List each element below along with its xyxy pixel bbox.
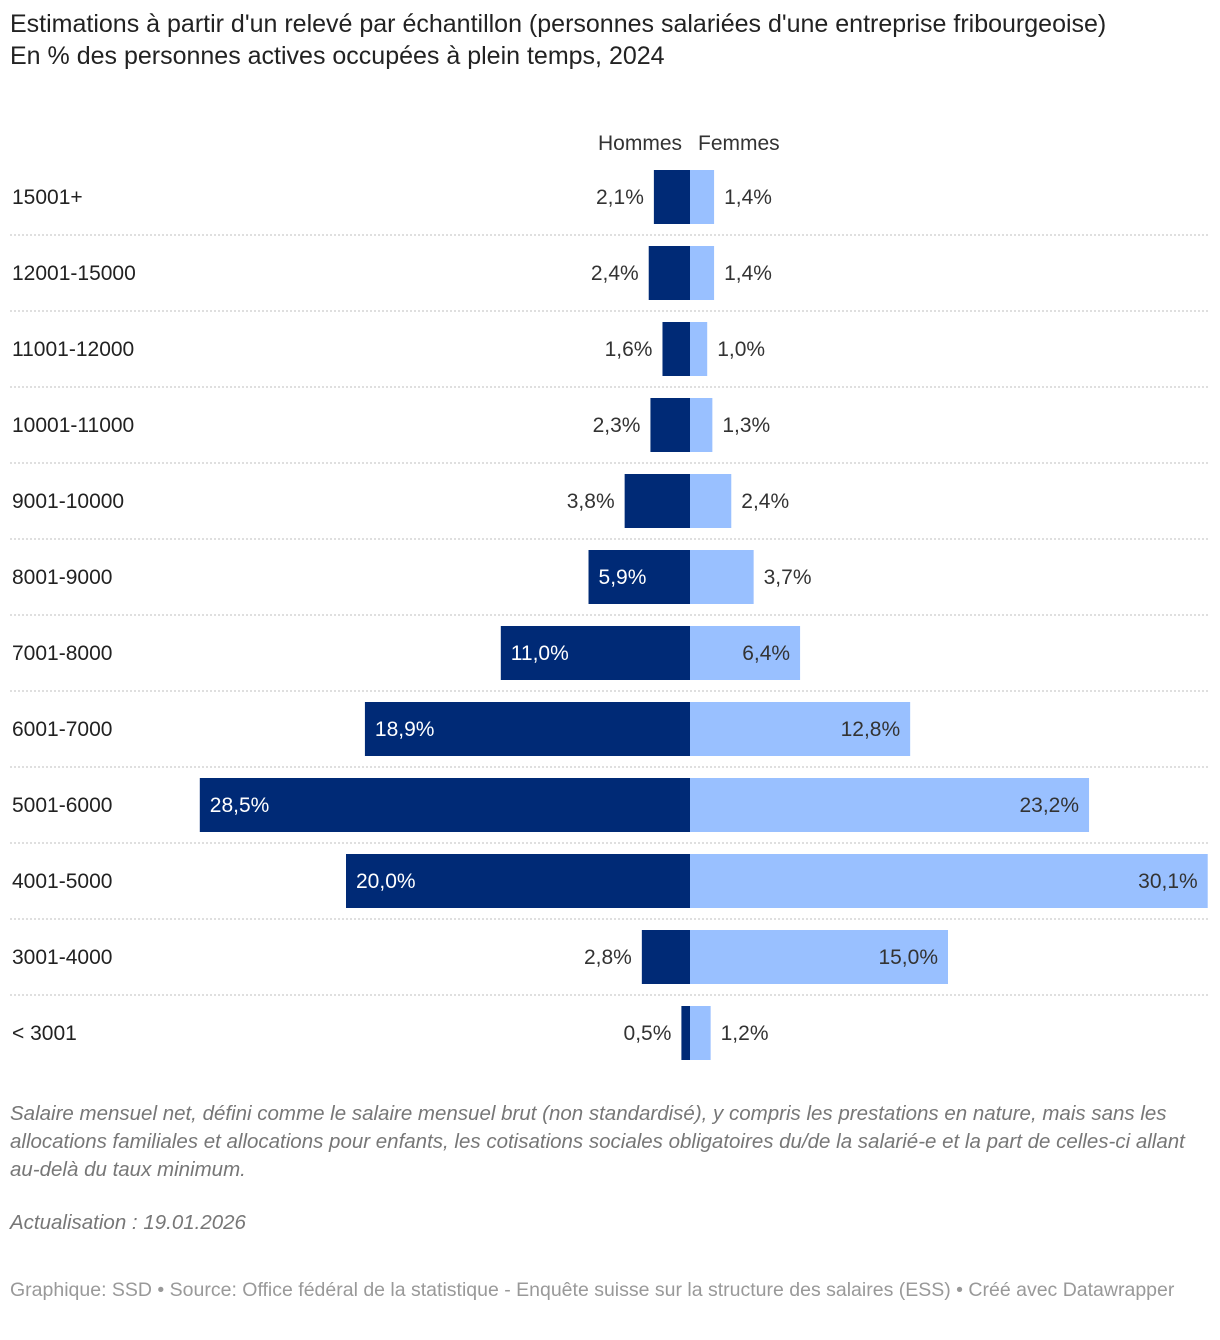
data-label-men: 20,0% <box>356 870 416 893</box>
bar-men <box>662 322 690 376</box>
bar-men <box>648 246 690 300</box>
bar-men <box>588 550 690 604</box>
data-label-men: 2,1% <box>596 186 644 209</box>
data-label-women: 6,4% <box>742 642 790 665</box>
category-label: 4001-5000 <box>12 870 112 893</box>
data-label-men: 2,8% <box>584 946 632 969</box>
chart-title: Estimations à partir d'un relevé par éch… <box>10 10 1107 38</box>
update-date: Actualisation : 19.01.2026 <box>10 1211 246 1234</box>
data-label-men: 0,5% <box>624 1022 672 1045</box>
bar-women <box>690 322 708 376</box>
bar-women <box>690 626 801 680</box>
data-label-women: 1,3% <box>722 414 770 437</box>
bar-women <box>690 398 713 452</box>
bar-men <box>681 1006 690 1060</box>
category-label: 11001-12000 <box>12 338 134 361</box>
bar-men <box>199 778 691 832</box>
bar-women <box>690 702 911 756</box>
bar-men <box>624 474 690 528</box>
data-label-men: 28,5% <box>210 794 270 817</box>
chart-legend: Hommes Femmes <box>0 130 1220 160</box>
bar-women <box>690 1006 711 1060</box>
data-label-women: 1,0% <box>717 338 765 361</box>
category-label: 9001-10000 <box>12 490 124 513</box>
bar-women <box>690 246 715 300</box>
diverging-bar-chart: 15001+ 2,1% 1,4% 12001-15000 2,4% 1,4% 11001-1… <box>10 170 1208 1060</box>
bar-women <box>690 930 948 984</box>
bar-women <box>690 474 732 528</box>
bar-women <box>690 778 1090 832</box>
chart-footer: Graphique: SSD • Source: Office fédéral … <box>10 1279 1175 1301</box>
category-label: 12001-15000 <box>12 262 136 285</box>
data-label-men: 18,9% <box>375 718 435 741</box>
category-label: 3001-4000 <box>12 946 112 969</box>
category-label: 8001-9000 <box>12 566 112 589</box>
chart-notes: Salaire mensuel net, défini comme le sal… <box>10 1102 1185 1181</box>
data-label-women: 3,7% <box>764 566 812 589</box>
data-label-men: 2,3% <box>593 414 641 437</box>
bar-women <box>690 170 715 224</box>
chart-header: Estimations à partir d'un relevé par éch… <box>10 8 1200 72</box>
bar-men <box>653 170 690 224</box>
data-label-women: 1,4% <box>724 186 772 209</box>
data-label-women: 12,8% <box>841 718 901 741</box>
data-label-men: 3,8% <box>567 490 615 513</box>
data-label-men: 2,4% <box>591 262 639 285</box>
data-label-women: 23,2% <box>1019 794 1079 817</box>
category-label: 15001+ <box>12 186 83 209</box>
data-label-men: 5,9% <box>599 566 647 589</box>
data-label-women: 1,2% <box>721 1022 769 1045</box>
category-label: 5001-6000 <box>12 794 112 817</box>
category-label: 10001-11000 <box>12 414 134 437</box>
data-label-women: 15,0% <box>878 946 938 969</box>
legend-label-women: Femmes <box>698 132 780 155</box>
category-label: 6001-7000 <box>12 718 112 741</box>
data-label-women: 2,4% <box>741 490 789 513</box>
legend-label-men: Hommes <box>597 132 682 155</box>
data-label-men: 1,6% <box>605 338 653 361</box>
chart-subtitle: En % des personnes actives occupées à pl… <box>10 42 665 70</box>
category-label: 7001-8000 <box>12 642 112 665</box>
category-label: < 3001 <box>12 1022 77 1045</box>
bar-men <box>346 854 690 908</box>
data-label-women: 1,4% <box>724 262 772 285</box>
bar-men <box>650 398 690 452</box>
bar-men <box>641 930 690 984</box>
bar-women <box>690 854 1208 908</box>
bar-men <box>500 626 690 680</box>
bar-women <box>690 550 754 604</box>
data-label-men: 11,0% <box>511 642 569 665</box>
data-label-women: 30,1% <box>1138 870 1198 893</box>
bar-men <box>364 702 690 756</box>
